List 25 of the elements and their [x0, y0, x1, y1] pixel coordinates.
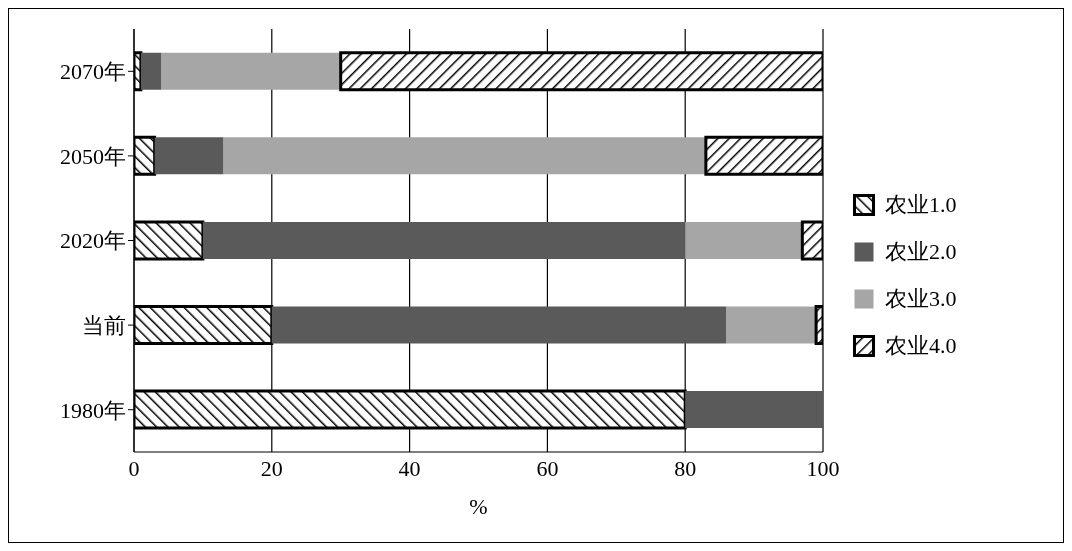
- y-tick-label: 2070年: [60, 59, 126, 85]
- y-tick-label: 2050年: [60, 143, 126, 169]
- bar: [140, 52, 162, 90]
- bar: [154, 137, 224, 175]
- legend-label: 农业3.0: [885, 285, 957, 313]
- bar: [271, 306, 727, 344]
- bar: [223, 137, 706, 175]
- bar: [161, 52, 341, 90]
- x-tick-label: 80: [674, 455, 697, 481]
- bar: [685, 391, 823, 429]
- bar: [202, 221, 686, 259]
- legend-label: 农业2.0: [885, 238, 957, 266]
- x-tick-label: 60: [536, 455, 559, 481]
- x-tick-label: 40: [398, 455, 421, 481]
- x-tick-label: 0: [128, 455, 140, 481]
- bar: [726, 306, 817, 344]
- y-tick-label: 2020年: [60, 228, 126, 254]
- x-tick-label: 20: [260, 455, 283, 481]
- bar: [685, 221, 803, 259]
- x-axis-title: %: [469, 494, 488, 519]
- y-tick-label: 1980年: [60, 397, 126, 423]
- y-tick-label: 当前: [82, 312, 126, 338]
- x-tick-label: 100: [806, 455, 840, 481]
- legend-label: 农业4.0: [885, 332, 957, 360]
- legend-label: 农业1.0: [885, 191, 957, 219]
